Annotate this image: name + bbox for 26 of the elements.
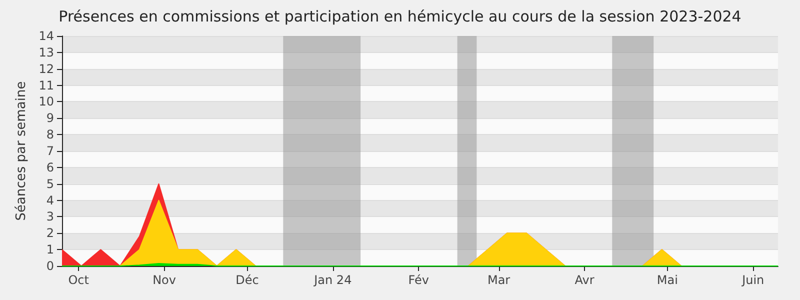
y-tick-label: 12: [38, 62, 54, 76]
y-tick-label: 3: [46, 210, 54, 224]
y-tick-label: 6: [46, 160, 54, 174]
y-tick-label: 9: [46, 111, 54, 126]
y-tick-label: 10: [38, 94, 54, 109]
x-tick-label: Déc: [236, 273, 259, 287]
x-tick-label: Mai: [656, 273, 678, 287]
chart-title: Présences en commissions et participation en hémicycle au cours de la session 2023-2024: [58, 8, 742, 26]
x-tick-label: Fév: [408, 273, 429, 287]
y-tick-label: 7: [46, 144, 54, 158]
y-axis-title: Séances par semaine: [14, 81, 29, 221]
x-tick-label: Nov: [152, 273, 176, 287]
y-tick-label: 1: [46, 242, 54, 257]
y-tick-label: 0: [46, 259, 54, 273]
x-tick-label: Juin: [741, 273, 764, 287]
x-tick-label: Jan 24: [313, 273, 352, 287]
x-tick-label: Mar: [487, 273, 510, 287]
y-tick-label: 8: [46, 128, 54, 142]
y-tick-label: 14: [38, 29, 54, 43]
y-tick-label: 2: [46, 226, 54, 240]
y-tick-label: 11: [38, 78, 54, 92]
x-tick-label: Oct: [68, 273, 90, 287]
x-tick-label: Avr: [574, 273, 594, 287]
y-tick-label: 13: [38, 45, 54, 60]
y-tick-label: 5: [46, 176, 54, 191]
y-tick-label: 4: [46, 193, 54, 208]
